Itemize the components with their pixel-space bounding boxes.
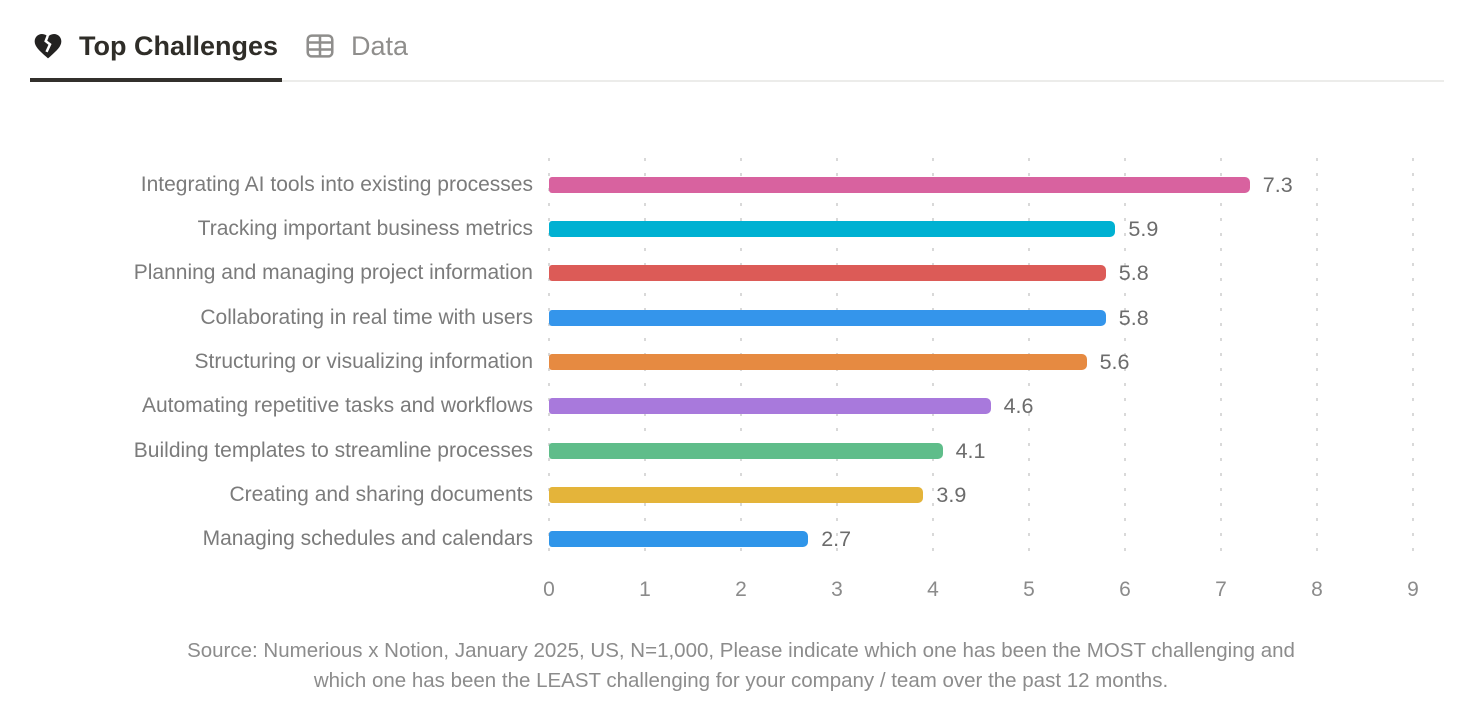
x-tick-label: 1: [639, 578, 651, 601]
gridline: [1220, 158, 1222, 560]
value-label: 5.6: [1099, 349, 1130, 374]
gridline: [1412, 158, 1414, 560]
bar[interactable]: [549, 220, 1116, 237]
tab-bar: Top Challenges Data: [30, 20, 1444, 82]
bar[interactable]: [549, 398, 991, 415]
x-tick-label: 7: [1215, 578, 1227, 601]
category-label: Integrating AI tools into existing proce…: [140, 172, 533, 196]
bar[interactable]: [549, 265, 1106, 282]
x-tick-label: 9: [1407, 578, 1419, 601]
gridline: [1316, 158, 1318, 560]
category-label: Creating and sharing documents: [229, 482, 533, 506]
source-note: Source: Numerious x Notion, January 2025…: [0, 636, 1482, 696]
tab-top-challenges[interactable]: Top Challenges: [30, 20, 283, 82]
x-tick-label: 4: [927, 578, 939, 601]
category-label: Tracking important business metrics: [197, 216, 533, 240]
x-tick-label: 0: [543, 578, 555, 601]
category-label: Building templates to streamline process…: [133, 438, 533, 462]
source-note-line-1: Source: Numerious x Notion, January 2025…: [187, 639, 1295, 662]
x-tick-label: 2: [735, 578, 747, 601]
gridline: [1124, 158, 1126, 560]
category-label: Collaborating in real time with users: [200, 305, 533, 329]
value-label: 4.6: [1003, 394, 1034, 419]
x-tick-label: 5: [1023, 578, 1035, 601]
bar[interactable]: [549, 309, 1106, 326]
category-label: Planning and managing project informatio…: [133, 261, 533, 285]
x-tick-label: 3: [831, 578, 843, 601]
value-label: 5.8: [1118, 261, 1149, 286]
bar[interactable]: [549, 442, 943, 459]
bar[interactable]: [549, 531, 809, 548]
bar[interactable]: [549, 176, 1250, 193]
value-label: 2.7: [821, 527, 852, 552]
value-label: 4.1: [955, 438, 986, 463]
tab-data[interactable]: Data: [302, 20, 412, 82]
broken-heart-icon: [34, 34, 62, 59]
bar[interactable]: [549, 486, 924, 503]
x-tick-label: 8: [1311, 578, 1323, 601]
tab-data-label: Data: [351, 31, 409, 61]
x-tick-label: 6: [1119, 578, 1131, 601]
category-label: Managing schedules and calendars: [202, 527, 533, 551]
category-label: Automating repetitive tasks and workflow…: [141, 394, 533, 418]
value-label: 7.3: [1262, 172, 1293, 197]
bar[interactable]: [549, 353, 1087, 370]
source-note-line-2: which one has been the LEAST challenging…: [313, 669, 1169, 692]
category-label: Structuring or visualizing information: [194, 349, 533, 373]
value-label: 3.9: [936, 482, 967, 507]
table-icon: [306, 34, 334, 58]
value-label: 5.9: [1128, 216, 1159, 241]
value-label: 5.8: [1118, 305, 1149, 330]
tab-top-challenges-label: Top Challenges: [79, 31, 279, 61]
